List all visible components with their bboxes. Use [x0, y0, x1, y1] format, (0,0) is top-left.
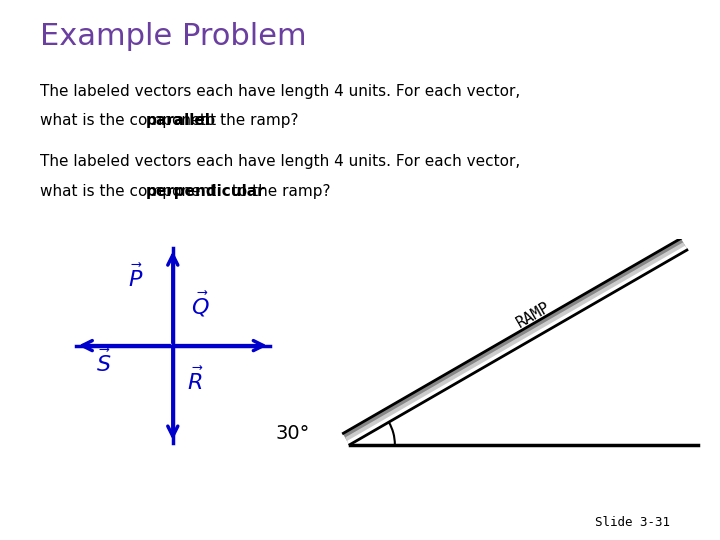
Text: $\vec{Q}$: $\vec{Q}$ — [191, 290, 210, 319]
Text: 30°: 30° — [275, 424, 310, 443]
Text: Example Problem: Example Problem — [40, 22, 306, 51]
Text: RAMP: RAMP — [514, 299, 553, 330]
Text: $\vec{R}$: $\vec{R}$ — [187, 367, 204, 394]
Text: to the ramp?: to the ramp? — [195, 113, 299, 129]
Text: what is the component: what is the component — [40, 113, 220, 129]
Polygon shape — [346, 243, 687, 444]
Text: what is the component: what is the component — [40, 184, 220, 199]
Text: to the ramp?: to the ramp? — [227, 184, 330, 199]
Text: Slide 3-31: Slide 3-31 — [595, 516, 670, 529]
Text: The labeled vectors each have length 4 units. For each vector,: The labeled vectors each have length 4 u… — [40, 84, 520, 99]
Text: $\vec{P}$: $\vec{P}$ — [128, 264, 143, 291]
Polygon shape — [348, 247, 687, 444]
Text: The labeled vectors each have length 4 units. For each vector,: The labeled vectors each have length 4 u… — [40, 154, 520, 169]
Text: $\vec{S}$: $\vec{S}$ — [96, 348, 112, 375]
Text: perpendicular: perpendicular — [146, 184, 266, 199]
Polygon shape — [343, 239, 687, 444]
Text: parallel: parallel — [146, 113, 211, 129]
